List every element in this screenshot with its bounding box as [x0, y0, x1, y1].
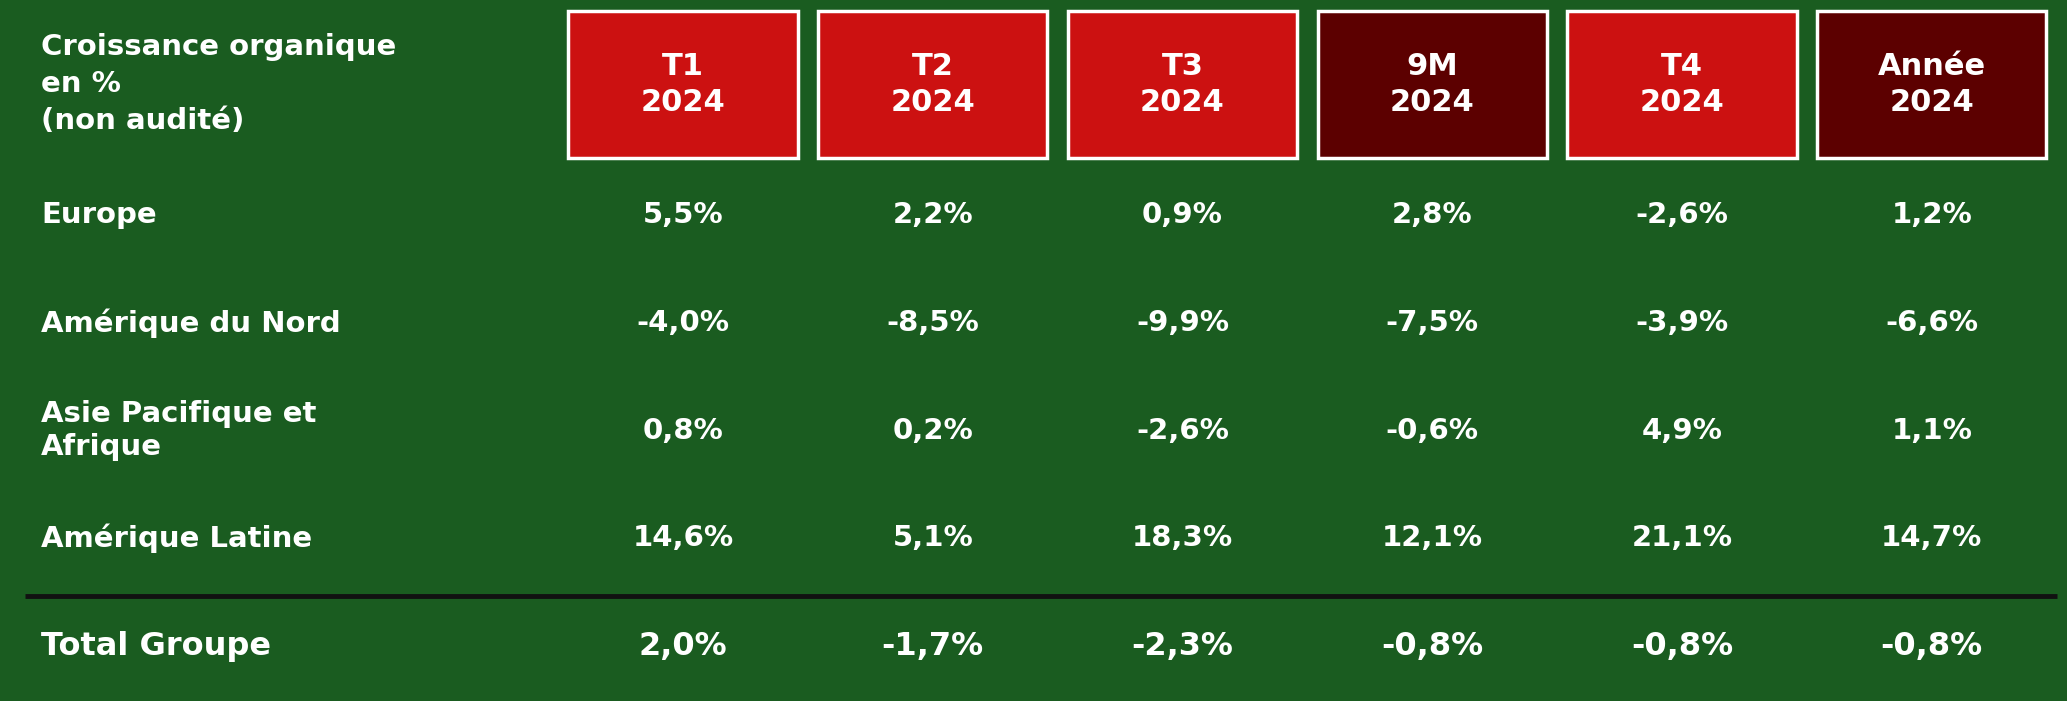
Text: Europe: Europe: [41, 201, 157, 229]
Bar: [1319, 11, 1546, 158]
Text: -3,9%: -3,9%: [1635, 309, 1728, 337]
Text: Total Groupe: Total Groupe: [41, 631, 271, 662]
Text: 9M
2024: 9M 2024: [1389, 52, 1474, 116]
Text: 2,2%: 2,2%: [893, 201, 974, 229]
Text: -0,6%: -0,6%: [1385, 416, 1478, 444]
Text: 2,8%: 2,8%: [1391, 201, 1472, 229]
Text: T4
2024: T4 2024: [1639, 52, 1724, 116]
Text: Année
2024: Année 2024: [1877, 52, 1986, 116]
Text: 12,1%: 12,1%: [1381, 524, 1482, 552]
Text: 5,5%: 5,5%: [643, 201, 723, 229]
Bar: [568, 11, 798, 158]
Text: -2,3%: -2,3%: [1131, 631, 1234, 662]
Bar: [1817, 11, 2046, 158]
Text: -8,5%: -8,5%: [887, 309, 980, 337]
Text: 1,1%: 1,1%: [1891, 416, 1972, 444]
Text: -0,8%: -0,8%: [1631, 631, 1732, 662]
Text: T2
2024: T2 2024: [891, 52, 976, 116]
Text: Croissance organique
en %
(non audité): Croissance organique en % (non audité): [41, 34, 397, 135]
Text: 0,8%: 0,8%: [643, 416, 723, 444]
Text: T1
2024: T1 2024: [641, 52, 726, 116]
Text: -0,8%: -0,8%: [1381, 631, 1484, 662]
Text: 14,6%: 14,6%: [633, 524, 734, 552]
Text: 14,7%: 14,7%: [1881, 524, 1982, 552]
Text: Amérique Latine: Amérique Latine: [41, 524, 312, 553]
Text: 0,2%: 0,2%: [893, 416, 974, 444]
Text: -4,0%: -4,0%: [637, 309, 730, 337]
Text: Amérique du Nord: Amérique du Nord: [41, 308, 341, 338]
Text: 2,0%: 2,0%: [639, 631, 728, 662]
Text: -9,9%: -9,9%: [1137, 309, 1230, 337]
Text: -2,6%: -2,6%: [1137, 416, 1230, 444]
Text: 4,9%: 4,9%: [1641, 416, 1722, 444]
Bar: [1567, 11, 1796, 158]
Text: -1,7%: -1,7%: [883, 631, 984, 662]
Text: 1,2%: 1,2%: [1891, 201, 1972, 229]
Bar: [819, 11, 1048, 158]
Text: T3
2024: T3 2024: [1141, 52, 1226, 116]
Text: -0,8%: -0,8%: [1881, 631, 1982, 662]
Text: Asie Pacifique et
Afrique: Asie Pacifique et Afrique: [41, 400, 316, 461]
Bar: [1069, 11, 1298, 158]
Text: 5,1%: 5,1%: [893, 524, 974, 552]
Text: 21,1%: 21,1%: [1631, 524, 1732, 552]
Text: 0,9%: 0,9%: [1143, 201, 1224, 229]
Text: -6,6%: -6,6%: [1885, 309, 1978, 337]
Text: 18,3%: 18,3%: [1133, 524, 1234, 552]
Text: -7,5%: -7,5%: [1385, 309, 1478, 337]
Text: -2,6%: -2,6%: [1635, 201, 1728, 229]
